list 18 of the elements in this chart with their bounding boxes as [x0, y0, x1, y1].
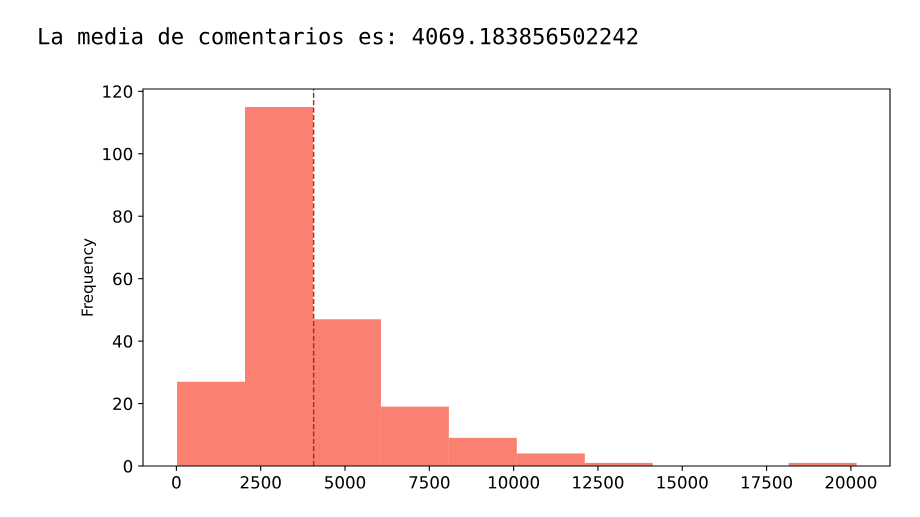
- x-tick-label: 5000: [325, 476, 366, 489]
- y-tick-label: 20: [113, 398, 132, 410]
- y-axis-title: Frequency: [82, 238, 96, 316]
- chart-title: La media de comentarios es: 4069.183856502242: [39, 27, 638, 45]
- y-tick-label: 0: [124, 460, 132, 473]
- x-tick-label: 15000: [658, 476, 708, 489]
- x-tick-label: 12500: [573, 476, 624, 489]
- x-tick-label: 7500: [409, 476, 450, 489]
- y-tick-label: 100: [103, 148, 132, 160]
- y-tick-label: 40: [112, 335, 132, 348]
- y-tick-label: 120: [103, 85, 132, 98]
- y-tick-label: 80: [113, 210, 132, 223]
- x-tick-label: 2500: [240, 476, 281, 489]
- x-tick-label: 17500: [742, 476, 792, 489]
- x-tick-label: 10000: [488, 476, 540, 489]
- x-tick-label: 20000: [826, 476, 876, 489]
- x-tick-label: 0: [172, 476, 181, 489]
- y-tick-label: 60: [113, 272, 132, 286]
